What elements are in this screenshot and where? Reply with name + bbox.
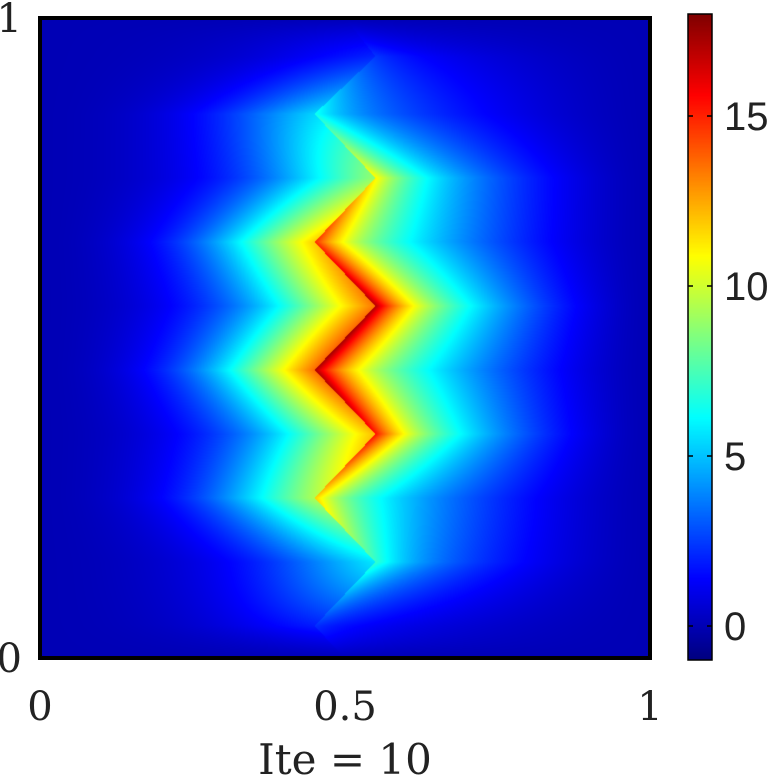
- colorbar-tick-label-2: 10: [724, 265, 769, 309]
- colorbar-frame: [687, 13, 713, 661]
- colorbar-tick-label-0: 0: [724, 605, 746, 649]
- y-tick-label-0: 0: [0, 636, 22, 682]
- colorbar-tick-label-1: 5: [724, 435, 746, 479]
- colorbar-gradient: [688, 14, 712, 660]
- x-tick-label-2: 1: [637, 684, 662, 730]
- x-axis-label: Ite = 10: [258, 735, 432, 784]
- x-tick-label-0: 0: [27, 684, 52, 730]
- heatmap-image: [40, 18, 650, 658]
- y-tick-label-1: 1: [0, 0, 22, 42]
- x-tick-label-1: 0.5: [313, 684, 377, 730]
- plot-frame: [38, 16, 652, 660]
- colorbar-tick-label-3: 15: [724, 95, 769, 139]
